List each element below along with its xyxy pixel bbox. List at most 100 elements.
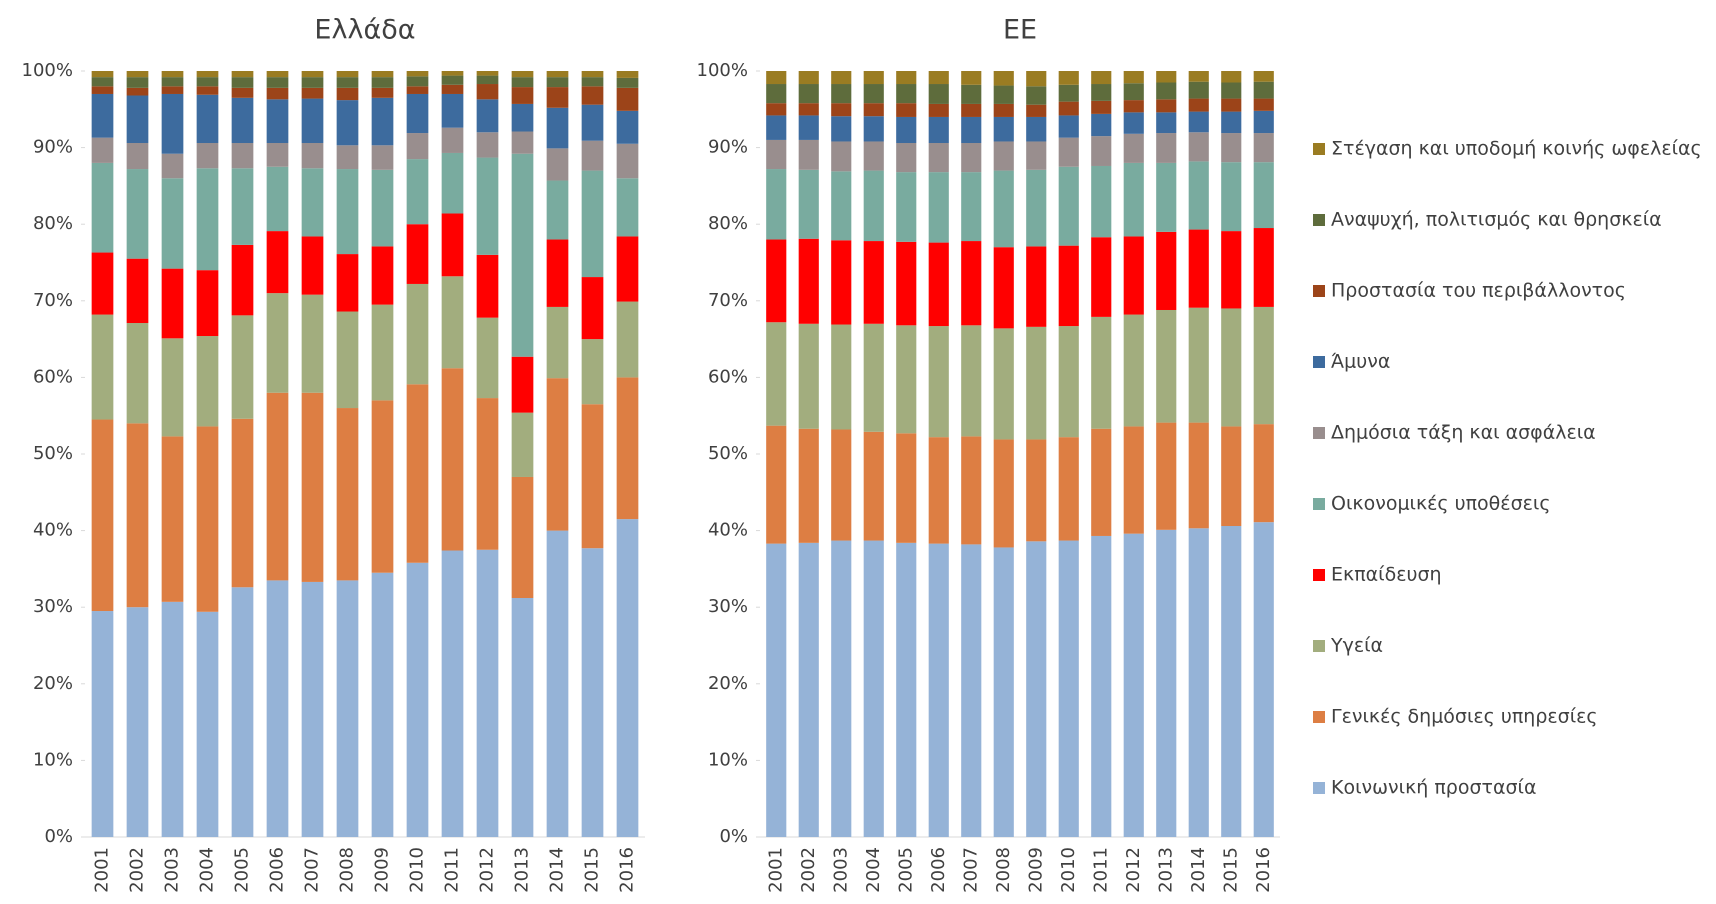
bar-segment <box>961 143 982 173</box>
bar-segment <box>161 178 184 269</box>
bar-segment <box>266 231 289 294</box>
bar-segment <box>928 242 949 327</box>
x-tick-label: 2006 <box>928 847 949 893</box>
bar-segment <box>993 85 1014 104</box>
bar-segment <box>196 611 219 837</box>
bar-segment <box>798 115 819 140</box>
bar-segment <box>546 87 569 108</box>
bar-segment <box>511 476 534 599</box>
bar-segment <box>961 103 982 117</box>
y-tick-label: 40% <box>33 520 73 541</box>
bar-segment <box>1058 101 1079 116</box>
bar-segment <box>1188 422 1209 529</box>
bar-segment <box>1156 529 1177 837</box>
legend-label: Οικονομικές υποθέσεις <box>1331 493 1550 515</box>
bar-segment <box>1026 71 1047 87</box>
bar-segment <box>441 213 464 277</box>
bar-segment <box>511 103 534 132</box>
bar-segment <box>961 172 982 242</box>
bar-segment <box>371 145 394 170</box>
bar-segment <box>1091 165 1112 238</box>
bar-segment <box>581 104 604 141</box>
bar-segment <box>161 71 184 78</box>
x-tick-label: 2002 <box>798 847 819 893</box>
y-tick-label: 70% <box>33 290 73 311</box>
x-tick-label: 2010 <box>407 847 428 893</box>
bar-segment <box>766 103 787 116</box>
bar-segment <box>798 169 819 239</box>
bar-segment <box>126 71 149 78</box>
bar-segment <box>336 408 359 581</box>
bar-segment <box>406 86 429 94</box>
bar-segment <box>1058 84 1079 102</box>
bar-segment <box>1123 112 1144 134</box>
bar-segment <box>336 254 359 312</box>
bar-segment <box>1253 110 1274 134</box>
bar-segment <box>766 169 787 240</box>
x-tick-label: 2003 <box>830 847 851 893</box>
bar-segment <box>1188 98 1209 112</box>
bar-segment <box>511 77 534 88</box>
bar-segment <box>301 392 324 582</box>
bar-segment <box>581 548 604 837</box>
bar-segment <box>126 258 149 324</box>
bar-segment <box>546 148 569 181</box>
bar-segment <box>581 404 604 549</box>
bar-segment <box>896 172 917 242</box>
bar-segment <box>1188 229 1209 308</box>
bar-segment <box>993 247 1014 329</box>
bar-segment <box>766 71 787 85</box>
bar-segment <box>1253 71 1274 82</box>
y-tick-label: 60% <box>33 366 73 387</box>
bar-segment <box>1221 426 1242 527</box>
bar-segment <box>266 293 289 393</box>
legend-swatch <box>1313 640 1325 652</box>
bar-segment <box>301 143 324 169</box>
y-tick-label: 80% <box>708 213 748 234</box>
bar-segment <box>336 87 359 101</box>
x-tick-label: 2005 <box>232 847 253 893</box>
bar-segment <box>196 71 219 78</box>
x-tick-label: 2015 <box>582 847 603 893</box>
x-tick-label: 2014 <box>1188 847 1209 893</box>
x-tick-label: 2007 <box>960 847 981 893</box>
bar-segment <box>231 71 254 78</box>
x-tick-label: 2008 <box>337 847 358 893</box>
bar-segment <box>1221 308 1242 427</box>
bar-segment <box>196 336 219 427</box>
bar-segment <box>928 84 949 104</box>
bar-segment <box>1188 307 1209 423</box>
bar-segment <box>863 116 884 142</box>
bar-segment <box>441 127 464 153</box>
bar-segment <box>831 171 852 241</box>
bar-segment <box>831 116 852 142</box>
bar-segment <box>1026 141 1047 170</box>
bar-segment <box>831 141 852 172</box>
bar-segment <box>993 328 1014 440</box>
bar-segment <box>301 236 324 295</box>
y-tick-label: 80% <box>33 213 73 234</box>
bar-segment <box>798 71 819 85</box>
bar-segment <box>1253 228 1274 307</box>
bar-segment <box>1058 115 1079 138</box>
bar-segment <box>336 71 359 78</box>
bar-segment <box>1091 84 1112 101</box>
bar-segment <box>863 431 884 541</box>
bar-segment <box>126 95 149 144</box>
bar-segment <box>831 540 852 837</box>
bar-segment <box>476 99 499 133</box>
bar-segment <box>126 323 149 424</box>
bar-segment <box>961 84 982 104</box>
legend-swatch <box>1313 427 1325 439</box>
bar-segment <box>476 71 499 76</box>
bar-segment <box>831 84 852 104</box>
bar-segment <box>91 77 114 87</box>
bar-segment <box>196 426 219 612</box>
bar-segment <box>371 97 394 146</box>
legend-swatch <box>1313 498 1325 510</box>
y-tick-label: 90% <box>708 137 748 158</box>
bar-segment <box>1156 99 1177 113</box>
x-tick-label: 2003 <box>162 847 183 893</box>
bar-segment <box>1058 437 1079 541</box>
